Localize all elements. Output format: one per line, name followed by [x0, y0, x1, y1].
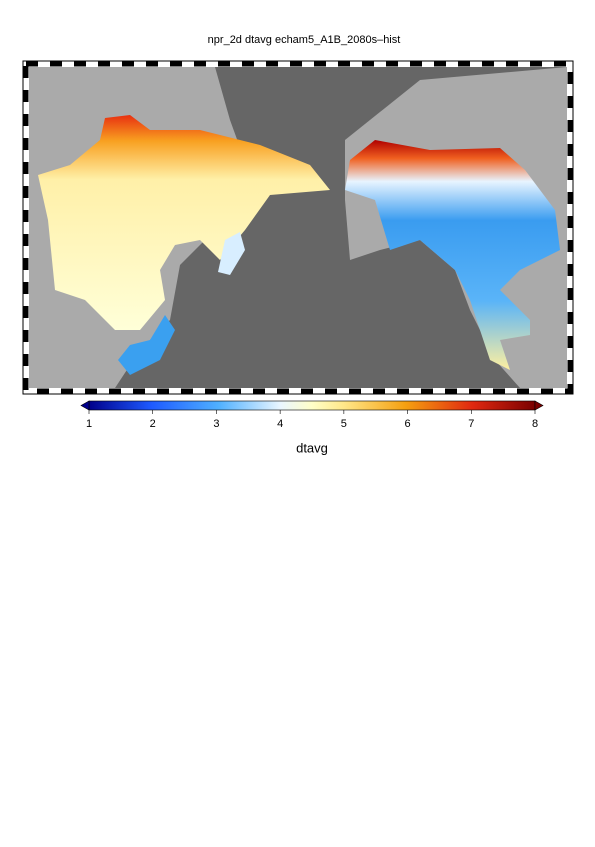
temperature-field-kamchatka: [218, 232, 245, 275]
colorbar-tick-label: 8: [532, 418, 538, 430]
map: [22, 60, 574, 395]
colorbar-tick-label: 1: [86, 418, 92, 430]
map-frame: [22, 60, 574, 395]
map-title: npr_2d dtavg echam5_A1B_2080s–hist: [208, 34, 401, 46]
colorbar-tick-label: 7: [468, 418, 474, 430]
temperature-field-asia: [38, 115, 330, 330]
map-border-checks: [23, 61, 573, 394]
colorbar-scale: [88, 400, 536, 411]
colorbar-label: dtavg: [296, 440, 328, 455]
colorbar-tick-label: 3: [213, 418, 219, 430]
colorbar-tick-label: 6: [405, 418, 411, 430]
temperature-field-north-america: [345, 140, 560, 370]
colorbar-tick-label: 2: [150, 418, 156, 430]
colorbar-tick-label: 4: [277, 418, 283, 430]
colorbar-arrow-low: [80, 400, 90, 411]
colorbar-tick-label: 5: [341, 418, 347, 430]
colorbar: [80, 400, 544, 411]
temperature-field-japan: [118, 315, 175, 375]
colorbar-arrow-high: [534, 400, 544, 411]
